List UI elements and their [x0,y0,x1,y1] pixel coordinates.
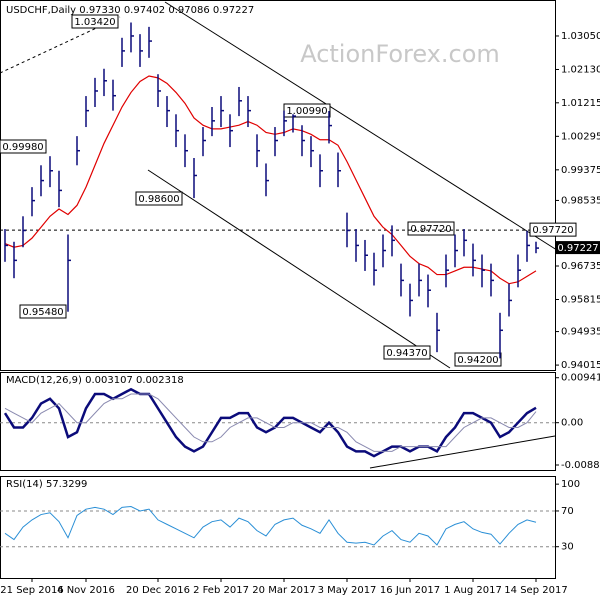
y-tick-label: 0.96735 [561,261,600,272]
y-tick-label: 0.00 [561,418,583,429]
y-tick-label: 0.95815 [561,295,600,306]
annotation-box [283,103,331,118]
annotation-box [407,221,455,236]
annotation-box [383,345,431,360]
x-tick-label: 16 Jun 2017 [380,585,440,596]
x-tick-label: 21 Sep 2016 [0,585,63,596]
annotation-box [0,139,47,154]
annotation: 0.97720 [410,224,451,235]
annotation: 0.94200 [457,355,498,366]
x-tick-label: 3 May 2017 [318,585,377,596]
y-tick-label: 70 [561,506,574,517]
annotation-box [135,191,183,206]
y-tick-label: 0.009411 [561,373,600,384]
y-tick-label: 100 [561,479,580,490]
annotation: 1.03420 [74,17,115,28]
y-tick-label: 1.01215 [561,98,600,109]
annotation: 0.95480 [22,307,63,318]
series-line [4,393,537,452]
x-tick-label: 2 Feb 2017 [193,585,249,596]
reference-label: 0.97720 [532,225,573,236]
x-tick-label: 20 Mar 2017 [252,585,315,596]
y-tick-label: -0.008852 [561,460,600,471]
channel-bottom [147,169,451,369]
x-tick-label: 14 Sep 2017 [504,585,567,596]
macd-title: MACD(12,26,9) 0.003107 0.002318 [6,375,184,386]
main-title: USDCHF,Daily 0.97330 0.97402 0.97086 0.9… [6,5,254,16]
annotation-box [19,304,67,319]
y-tick-label: 0.94015 [561,360,600,371]
main-panel [0,0,556,371]
last-price-label: 0.97227 [557,243,598,254]
channel-top [164,1,561,253]
annotation: 1.00990 [286,106,327,117]
macd-trendline [369,435,556,469]
y-tick-label: 30 [561,542,574,553]
annotation: 0.98600 [138,194,179,205]
annotation: 0.99980 [2,142,43,153]
annotation-box [454,352,502,367]
series-line [4,75,537,285]
y-tick-label: 1.03050 [561,31,600,42]
annotations: 1.03420 0.99980 0.98600 1.00990 0.95480 … [0,14,502,367]
annotation: 0.94370 [386,348,427,359]
annotation-box [71,14,119,29]
rsi-panel [0,476,556,579]
last-price-box [556,241,600,255]
y-tick-label: 0.94935 [561,327,600,338]
y-tick-label: 0.98535 [561,195,600,206]
watermark: ActionForex.com [300,40,500,68]
series-line [3,387,537,458]
series-line [4,505,537,546]
y-tick-label: 1.02130 [561,64,600,75]
trendlines [0,1,561,469]
macd-panel [0,372,556,471]
x-tick-label: 20 Dec 2016 [126,585,190,596]
y-tick-label: 1.00295 [561,131,600,142]
x-tick-label: 4 Nov 2016 [57,585,115,596]
reference-box [529,222,577,237]
y-tick-label: 0.99375 [561,165,600,176]
rsi-title: RSI(14) 57.3299 [6,479,87,490]
x-tick-label: 1 Aug 2017 [444,585,502,596]
